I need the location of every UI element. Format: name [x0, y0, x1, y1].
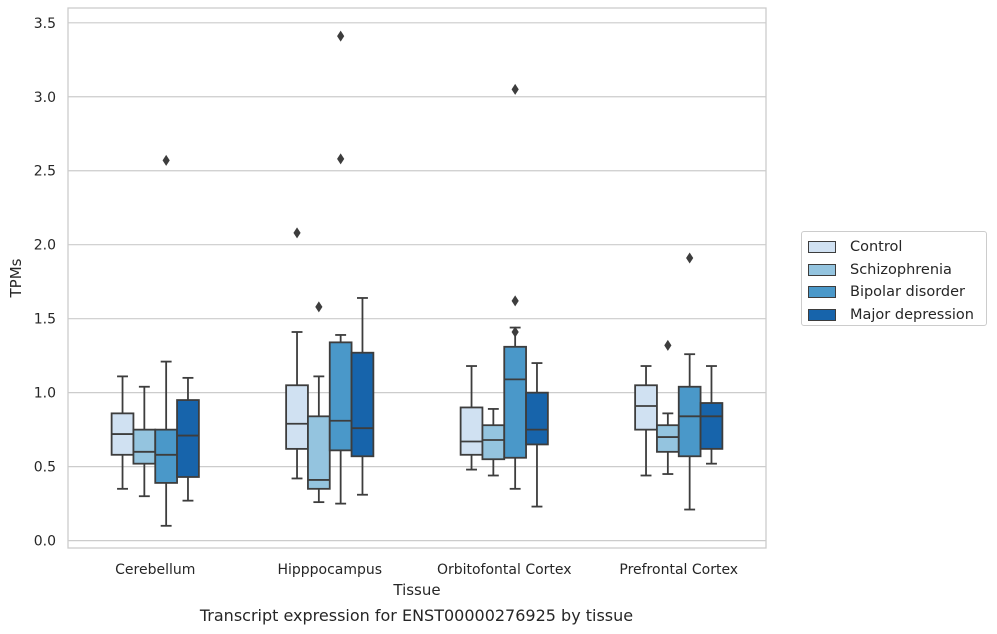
legend-label: Schizophrenia: [850, 261, 952, 278]
outlier-point: [337, 30, 345, 42]
legend-swatch: [808, 263, 836, 276]
y-tick-label: 1.0: [34, 386, 56, 402]
y-tick-label: 3.0: [34, 90, 56, 106]
box-3-0: [176, 376, 200, 502]
box-iqr: [634, 384, 658, 431]
outlier-point: [511, 295, 519, 307]
box-iqr: [677, 385, 702, 458]
box-3-2: [525, 362, 549, 508]
legend-swatch: [808, 241, 836, 254]
box-1-3: [656, 339, 680, 475]
box-iqr: [307, 415, 331, 490]
legend-label: Control: [850, 239, 903, 256]
box-iqr: [328, 341, 353, 452]
box-3-1: [350, 297, 375, 496]
box-iqr: [285, 384, 309, 450]
box-2-1: [328, 30, 353, 505]
y-axis-label: TPMs: [7, 258, 25, 298]
y-tick-label: 0.0: [34, 534, 56, 550]
box-2-0: [154, 154, 178, 527]
legend-swatch: [808, 308, 836, 321]
box-iqr: [481, 424, 506, 461]
legend-item: Schizophrenia: [808, 259, 986, 282]
outlier-point: [511, 83, 519, 95]
box-iqr: [503, 345, 527, 459]
outlier-point: [664, 339, 672, 351]
x-axis-label: Tissue: [392, 581, 440, 599]
y-tick-label: 3.5: [34, 16, 56, 32]
legend-label: Bipolar disorder: [850, 284, 965, 301]
legend-item: Major depression: [808, 304, 986, 327]
box-0-0: [110, 375, 135, 490]
legend-label: Major depression: [850, 306, 974, 323]
outlier-point: [315, 301, 323, 313]
box-iqr: [656, 424, 680, 453]
outlier-point: [337, 153, 345, 165]
x-tick-label: Hipppocampus: [277, 562, 382, 578]
outlier-point: [293, 227, 301, 239]
box-iqr: [154, 428, 178, 484]
box-0-1: [285, 227, 309, 480]
legend-item: Control: [808, 236, 986, 259]
box-1-2: [481, 408, 506, 477]
legend: Control Schizophrenia Bipolar disorder M…: [801, 231, 987, 326]
box-0-2: [459, 365, 484, 471]
legend-item: Bipolar disorder: [808, 281, 986, 304]
plot-frame: [67, 7, 767, 549]
box-2-3: [677, 252, 702, 511]
chart-caption: Transcript expression for ENST0000027692…: [199, 606, 634, 625]
tick-labels: 0.0 0.5 1.0 1.5 2.0 2.5 3.0 3.5 Cerebellum Hipppo…: [34, 16, 738, 578]
y-tick-label: 0.5: [34, 460, 56, 476]
box-iqr: [132, 428, 157, 465]
x-tick-label: Cerebellum: [115, 562, 195, 578]
outlier-point: [162, 154, 170, 166]
box-2-2: [503, 83, 527, 490]
outlier-point: [511, 326, 519, 338]
y-tick-label: 2.0: [34, 238, 56, 254]
x-tick-label: Prefrontal Cortex: [619, 562, 738, 578]
box-iqr: [525, 391, 549, 446]
outlier-point: [686, 252, 694, 264]
box-iqr: [699, 402, 724, 450]
box-iqr: [350, 351, 375, 458]
box-iqr: [176, 399, 200, 478]
box-0-3: [634, 365, 658, 477]
legend-swatch: [808, 286, 836, 299]
box-1-1: [307, 301, 331, 504]
y-tick-label: 1.5: [34, 312, 56, 328]
box-1-0: [132, 385, 157, 498]
box-3-3: [699, 365, 724, 465]
x-tick-label: Orbitofontal Cortex: [437, 562, 572, 578]
box-iqr: [459, 406, 484, 456]
boxes: [110, 30, 724, 527]
y-tick-label: 2.5: [34, 164, 56, 180]
